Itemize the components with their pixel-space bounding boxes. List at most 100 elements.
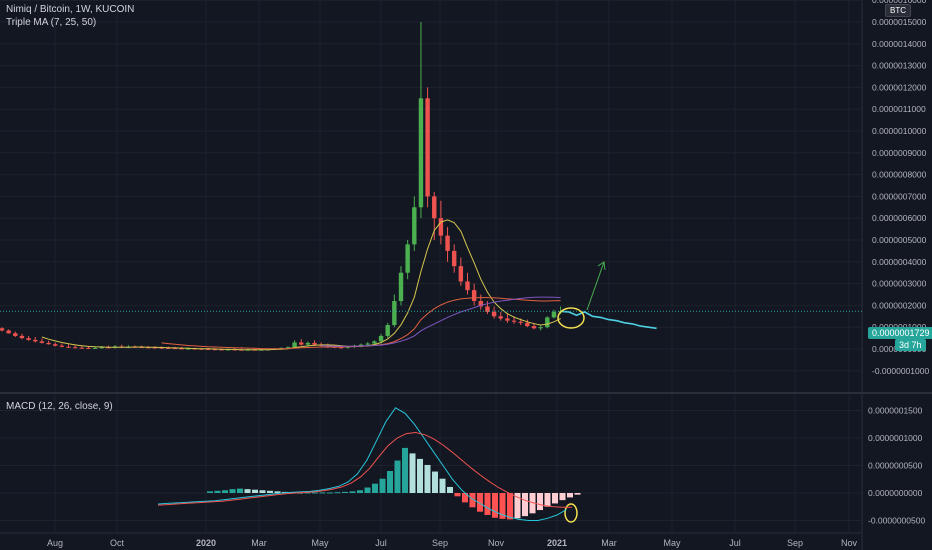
macd-legend: MACD (12, 26, close, 9): [6, 401, 113, 412]
macd-histogram-bar: [499, 493, 506, 519]
macd-histogram-bar: [207, 491, 213, 493]
candle-body: [538, 327, 543, 329]
annotation-circle: [557, 307, 585, 329]
macd-histogram-bar: [312, 492, 318, 494]
candle-body: [425, 98, 430, 197]
time-tick-label: May: [311, 538, 329, 548]
time-tick-label: Nov: [488, 538, 505, 548]
macd-histogram-bar: [552, 493, 558, 504]
candle-body: [46, 342, 51, 345]
candle-body: [392, 301, 397, 326]
candle-body: [219, 349, 224, 351]
macd-histogram-bar: [244, 489, 251, 493]
macd-histogram-bar: [252, 489, 258, 493]
price-tick-label: 0.0000010000: [872, 126, 927, 136]
price-tick-label: 0.0000015000: [872, 17, 927, 27]
price-tick-label: 0.0000008000: [872, 170, 927, 180]
projection-arrowhead: [597, 261, 606, 271]
candle-body: [485, 306, 490, 312]
macd-line: [157, 407, 567, 521]
price-tick-label: 0.0000006000: [872, 213, 927, 223]
candle-body: [345, 346, 350, 348]
time-tick-label: 2021: [547, 538, 567, 548]
candle-body: [358, 344, 364, 346]
indicator-legend: Triple MA (7, 25, 50): [6, 17, 97, 28]
price-tick-label: 0.0000005000: [872, 235, 927, 245]
candle-body: [471, 290, 477, 302]
currency-badge[interactable]: BTC: [885, 4, 911, 17]
price-tick-label: 0.0000009000: [872, 148, 927, 158]
macd-tick-label: 0.0000001000: [868, 433, 923, 443]
price-tick-label: 0.0000011000: [872, 104, 926, 114]
time-tick-label: Jul: [375, 538, 387, 548]
macd-histogram-bar: [394, 460, 401, 493]
price-badge: 0.0000001729: [868, 327, 932, 339]
price-tick-label: 0.0000007000: [872, 191, 927, 201]
time-tick-label: Jul: [729, 538, 741, 548]
time-tick-label: May: [663, 538, 681, 548]
candle-body: [13, 333, 18, 336]
candle-body: [53, 344, 58, 346]
macd-histogram-bar: [379, 478, 386, 493]
candle-body: [338, 347, 344, 349]
candle-body: [378, 335, 384, 342]
candle-body: [225, 349, 231, 351]
candle-body: [79, 347, 84, 349]
price-tick-label: 0.0000002000: [872, 300, 927, 310]
candle-body: [232, 349, 237, 351]
candle-body: [412, 207, 417, 245]
candle-body: [292, 342, 297, 348]
macd-histogram-bar: [327, 492, 333, 494]
candle-body: [72, 347, 78, 349]
candle-body: [551, 311, 557, 318]
candle-body: [159, 347, 164, 349]
candle-body: [139, 347, 144, 349]
candle-body: [458, 266, 464, 282]
macd-histogram-bar: [507, 493, 513, 520]
macd-tick-label: 0.0000000000: [868, 488, 923, 498]
macd-histogram-bar: [342, 491, 348, 493]
price-tick-label: -0.0000001000: [872, 366, 929, 376]
macd-histogram-bar: [439, 478, 446, 493]
macd-histogram-bar: [222, 490, 228, 493]
macd-histogram-bar: [214, 490, 221, 493]
candle-body: [505, 318, 510, 321]
macd-histogram-bar: [559, 493, 566, 501]
candle-body: [545, 317, 550, 328]
macd-histogram-bar: [349, 491, 356, 493]
candle-body: [491, 311, 497, 317]
candle-body: [478, 301, 483, 307]
ma50-line: [321, 296, 561, 347]
candle-body: [285, 347, 291, 349]
candle-body: [66, 346, 71, 348]
macd-histogram-bar: [409, 453, 416, 493]
candle-body: [305, 342, 311, 345]
candle-body: [179, 348, 184, 350]
macd-histogram-bar: [267, 490, 273, 493]
candle-body: [92, 347, 98, 349]
candle-body: [299, 342, 304, 345]
candle-body: [372, 341, 377, 344]
time-tick-label: Aug: [47, 538, 63, 548]
candle-body: [445, 235, 450, 251]
macd-histogram-bar: [237, 488, 243, 493]
candle-body: [86, 347, 91, 349]
time-tick-label: Mar: [251, 538, 267, 548]
macd-histogram-bar: [567, 493, 573, 498]
candle-body: [518, 321, 523, 323]
candle-body: [531, 326, 537, 329]
candle-body: [498, 316, 503, 319]
macd-histogram-bar: [424, 464, 431, 493]
macd-histogram-bar: [574, 493, 581, 495]
candle-body: [525, 322, 530, 327]
time-tick-label: Sep: [432, 538, 448, 548]
macd-histogram-bar: [274, 491, 281, 493]
macd-histogram-bar: [514, 493, 521, 519]
candle-body: [365, 343, 370, 345]
macd-histogram-bar: [484, 493, 491, 515]
candle-body: [152, 347, 158, 349]
macd-tick-label: 0.0000001500: [868, 406, 923, 416]
macd-histogram-bar: [447, 486, 453, 493]
candle-body: [59, 345, 65, 347]
